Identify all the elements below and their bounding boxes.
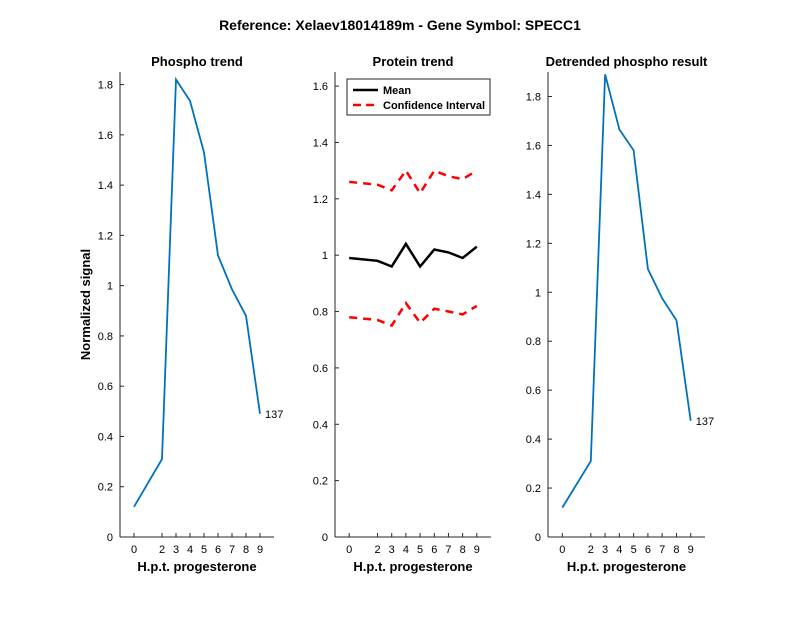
x-tick-label: 2	[159, 544, 165, 556]
x-tick-label: 6	[645, 544, 651, 556]
series-line-series-3	[349, 300, 478, 328]
y-tick-label: 0.2	[98, 482, 113, 494]
y-tick-label: 1.2	[526, 238, 541, 250]
y-tick-label: 0.4	[313, 419, 328, 431]
y-tick-label: 1	[535, 287, 541, 299]
end-point-label: 137	[696, 416, 714, 428]
y-tick-label: 1.8	[526, 91, 541, 103]
x-tick-label: 8	[673, 544, 679, 556]
y-tick-label: 1.4	[98, 180, 113, 192]
y-tick-label: 0.8	[98, 331, 113, 343]
y-tick-label: 1.6	[313, 81, 328, 93]
x-tick-label: 0	[559, 544, 565, 556]
x-tick-label: 7	[659, 544, 665, 556]
x-tick-label: 8	[243, 544, 249, 556]
y-tick-label: 1.6	[98, 130, 113, 142]
y-tick-label: 0	[322, 532, 328, 544]
series-line-confidence-interval	[349, 168, 478, 196]
y-tick-label: 0.2	[526, 483, 541, 495]
x-tick-label: 3	[602, 544, 608, 556]
series-line-series-1	[561, 74, 692, 509]
y-tick-label: 0.6	[98, 381, 113, 393]
y-tick-label: 0.4	[98, 431, 113, 443]
series-line-mean	[349, 241, 478, 269]
legend-label: Mean	[383, 85, 411, 97]
y-tick-label: 1	[322, 250, 328, 262]
y-tick-label: 0.6	[526, 385, 541, 397]
panel-title: Phospho trend	[151, 54, 243, 69]
y-tick-label: 0	[535, 532, 541, 544]
y-tick-label: 1.4	[526, 189, 541, 201]
x-tick-label: 7	[445, 544, 451, 556]
x-axis-label: H.p.t. progesterone	[567, 559, 686, 574]
y-tick-label: 1.2	[98, 230, 113, 242]
y-tick-label: 1.8	[98, 80, 113, 92]
x-tick-label: 8	[460, 544, 466, 556]
chart-panel-2: 0 0.2 0.4 0.6 0.8 1 1.2 1.4 1.6 0 2 3 4 5 6 7 8 9 Protein …	[313, 54, 491, 574]
y-tick-label: 1.2	[313, 194, 328, 206]
x-tick-label: 6	[431, 544, 437, 556]
x-tick-label: 3	[173, 544, 179, 556]
chart-panel-3: 0 0.2 0.4 0.6 0.8 1 1.2 1.4 1.6 1.8 0 2 3 4 5 6 7 8 9 Detre…	[526, 54, 714, 574]
x-tick-label: 9	[474, 544, 480, 556]
y-tick-label: 0.8	[313, 307, 328, 319]
x-tick-label: 9	[257, 544, 263, 556]
x-tick-label: 2	[374, 544, 380, 556]
y-tick-label: 0.2	[313, 476, 328, 488]
x-tick-label: 4	[403, 544, 409, 556]
end-point-label: 137	[265, 409, 283, 421]
y-tick-label: 1.4	[313, 137, 328, 149]
x-tick-label: 5	[417, 544, 423, 556]
x-tick-label: 7	[229, 544, 235, 556]
x-axis-label: H.p.t. progesterone	[137, 559, 256, 574]
x-tick-label: 0	[346, 544, 352, 556]
x-tick-label: 6	[215, 544, 221, 556]
y-tick-label: 0.6	[313, 363, 328, 375]
x-tick-label: 4	[187, 544, 193, 556]
x-axis-label: H.p.t. progesterone	[353, 559, 472, 574]
x-tick-label: 2	[588, 544, 594, 556]
legend-box	[346, 78, 491, 116]
y-tick-label: 1.6	[526, 140, 541, 152]
x-tick-label: 9	[688, 544, 694, 556]
chart-panel-1: 0 0.2 0.4 0.6 0.8 1 1.2 1.4 1.6 1.8 0 2 3 4 5 6 7 8 9 Phosp…	[78, 54, 283, 574]
series-line-series-1	[133, 76, 261, 508]
panel-title: Protein trend	[373, 54, 454, 69]
x-tick-label: 4	[616, 544, 622, 556]
figure-title: Reference: Xelaev18014189m - Gene Symbol…	[219, 17, 581, 33]
y-tick-label: 0.4	[526, 434, 541, 446]
y-tick-label: 0	[107, 532, 113, 544]
y-tick-label: 0.8	[526, 336, 541, 348]
x-tick-label: 5	[201, 544, 207, 556]
panel-title: Detrended phospho result	[546, 54, 708, 69]
x-tick-label: 5	[631, 544, 637, 556]
y-axis-label: Normalized signal	[78, 249, 93, 360]
y-tick-label: 1	[107, 281, 113, 293]
x-tick-label: 3	[389, 544, 395, 556]
x-tick-label: 0	[131, 544, 137, 556]
legend-label: Confidence Interval	[383, 100, 485, 112]
